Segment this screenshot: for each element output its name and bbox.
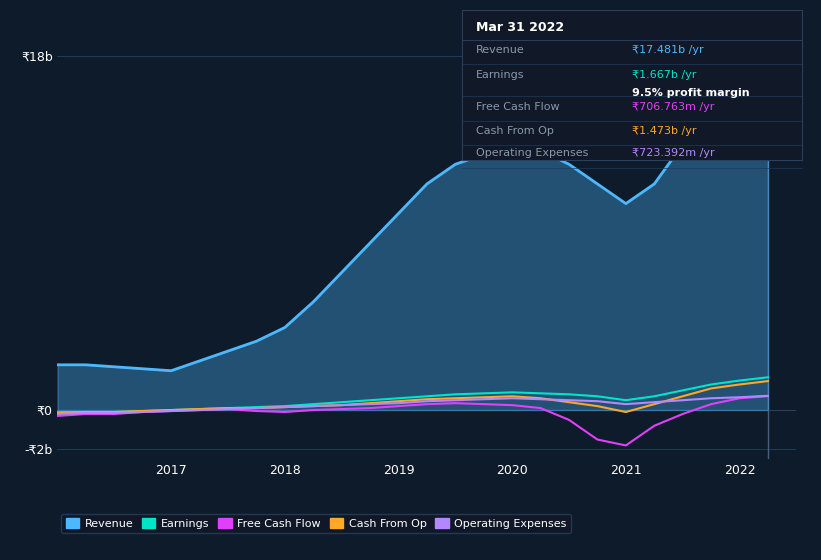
Text: 9.5% profit margin: 9.5% profit margin (632, 88, 750, 98)
Text: Cash From Op: Cash From Op (476, 125, 553, 136)
Text: Free Cash Flow: Free Cash Flow (476, 101, 559, 111)
Text: ₹1.473b /yr: ₹1.473b /yr (632, 125, 697, 136)
Text: ₹17.481b /yr: ₹17.481b /yr (632, 45, 704, 54)
Text: Mar 31 2022: Mar 31 2022 (476, 21, 564, 34)
Text: Revenue: Revenue (476, 45, 525, 54)
Text: ₹1.667b /yr: ₹1.667b /yr (632, 70, 696, 80)
Text: ₹706.763m /yr: ₹706.763m /yr (632, 101, 714, 111)
Text: ₹723.392m /yr: ₹723.392m /yr (632, 148, 715, 158)
Legend: Revenue, Earnings, Free Cash Flow, Cash From Op, Operating Expenses: Revenue, Earnings, Free Cash Flow, Cash … (61, 514, 571, 533)
Text: Earnings: Earnings (476, 70, 525, 80)
Text: Operating Expenses: Operating Expenses (476, 148, 588, 158)
